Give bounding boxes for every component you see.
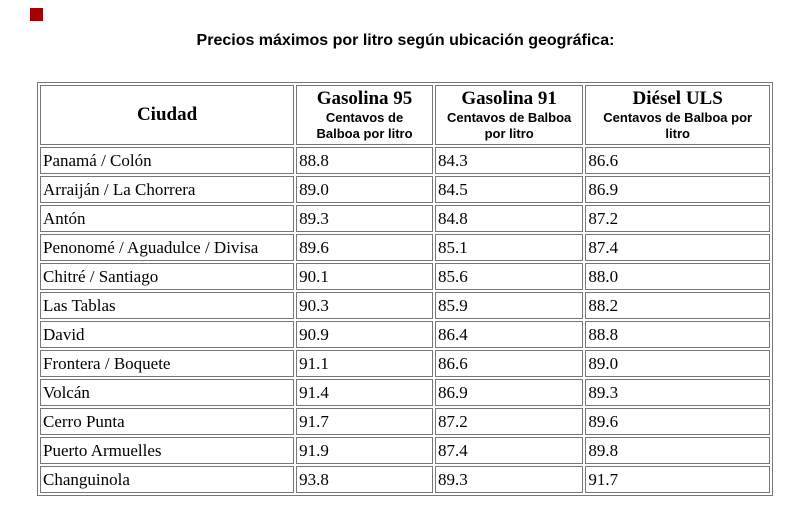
cell-gasolina-95: 91.4 <box>296 379 433 406</box>
cell-gasolina-91: 85.1 <box>434 234 584 261</box>
cell-gasolina-95: 89.3 <box>296 205 433 232</box>
column-header-gasolina-95: Gasolina 95 Centavos de Balboa por litro <box>296 85 433 145</box>
cell-gasolina-91: 86.6 <box>434 350 584 377</box>
column-header-subtitle: Centavos de Balboa por litro <box>316 110 413 141</box>
cell-gasolina-95: 91.1 <box>296 350 433 377</box>
cell-gasolina-91: 87.2 <box>434 408 584 435</box>
column-header-label: Gasolina 95 <box>316 88 413 109</box>
cell-gasolina-95: 88.8 <box>296 147 433 174</box>
table-row: Las Tablas 90.3 85.9 88.2 <box>40 292 770 319</box>
cell-ciudad: Arraiján / La Chorrera <box>40 176 295 203</box>
table-row: David 90.9 86.4 88.8 <box>40 321 770 348</box>
cell-gasolina-91: 84.5 <box>434 176 584 203</box>
cell-gasolina-91: 87.4 <box>434 437 584 464</box>
column-header-label: Gasolina 91 <box>461 88 557 109</box>
table-row: Penonomé / Aguadulce / Divisa 89.6 85.1 … <box>40 234 770 261</box>
cell-ciudad: Changuinola <box>40 466 295 493</box>
cell-diesel-uls: 86.9 <box>585 176 770 203</box>
cell-diesel-uls: 89.0 <box>585 350 770 377</box>
red-square-icon <box>30 8 43 21</box>
cell-ciudad: Penonomé / Aguadulce / Divisa <box>40 234 295 261</box>
cell-diesel-uls: 87.2 <box>585 205 770 232</box>
table-row: Volcán 91.4 86.9 89.3 <box>40 379 770 406</box>
page-title: Precios máximos por litro según ubicació… <box>196 32 615 49</box>
cell-diesel-uls: 88.2 <box>585 292 770 319</box>
column-header-diesel-uls: Diésel ULS Centavos de Balboa por litro <box>585 85 770 145</box>
cell-gasolina-95: 91.7 <box>296 408 433 435</box>
cell-gasolina-95: 90.9 <box>296 321 433 348</box>
cell-ciudad: Frontera / Boquete <box>40 350 295 377</box>
cell-gasolina-95: 89.6 <box>296 234 433 261</box>
cell-gasolina-95: 90.1 <box>296 263 433 290</box>
table-row: Chitré / Santiago 90.1 85.6 88.0 <box>40 263 770 290</box>
table-row: Arraiján / La Chorrera 89.0 84.5 86.9 <box>40 176 770 203</box>
cell-gasolina-91: 84.8 <box>434 205 584 232</box>
table-row: Frontera / Boquete 91.1 86.6 89.0 <box>40 350 770 377</box>
cell-gasolina-91: 86.4 <box>434 321 584 348</box>
table-row: Puerto Armuelles 91.9 87.4 89.8 <box>40 437 770 464</box>
cell-gasolina-95: 90.3 <box>296 292 433 319</box>
cell-gasolina-95: 91.9 <box>296 437 433 464</box>
cell-diesel-uls: 89.3 <box>585 379 770 406</box>
table-row: Antón 89.3 84.8 87.2 <box>40 205 770 232</box>
column-header-gasolina-91: Gasolina 91 Centavos de Balboa por litro <box>434 85 584 145</box>
column-header-subtitle: Centavos de Balboa por litro <box>603 110 753 141</box>
cell-ciudad: Chitré / Santiago <box>40 263 295 290</box>
table-header-row: Ciudad Gasolina 95 Centavos de Balboa po… <box>40 85 770 145</box>
table-row: Changuinola 93.8 89.3 91.7 <box>40 466 770 493</box>
column-header-label: Diésel ULS <box>632 88 723 109</box>
cell-gasolina-91: 89.3 <box>434 466 584 493</box>
table-row: Panamá / Colón 88.8 84.3 86.6 <box>40 147 770 174</box>
cell-gasolina-91: 85.9 <box>434 292 584 319</box>
cell-ciudad: Volcán <box>40 379 295 406</box>
cell-diesel-uls: 86.6 <box>585 147 770 174</box>
column-header-label: Ciudad <box>136 104 198 125</box>
cell-ciudad: Puerto Armuelles <box>40 437 295 464</box>
cell-diesel-uls: 89.6 <box>585 408 770 435</box>
cell-ciudad: Cerro Punta <box>40 408 295 435</box>
column-header-subtitle: Centavos de Balboa por litro <box>447 110 572 141</box>
cell-ciudad: Panamá / Colón <box>40 147 295 174</box>
cell-diesel-uls: 91.7 <box>585 466 770 493</box>
fuel-prices-table: Ciudad Gasolina 95 Centavos de Balboa po… <box>37 82 773 496</box>
cell-diesel-uls: 89.8 <box>585 437 770 464</box>
cell-ciudad: Antón <box>40 205 295 232</box>
cell-diesel-uls: 87.4 <box>585 234 770 261</box>
cell-diesel-uls: 88.0 <box>585 263 770 290</box>
cell-gasolina-91: 84.3 <box>434 147 584 174</box>
cell-gasolina-95: 93.8 <box>296 466 433 493</box>
cell-ciudad: Las Tablas <box>40 292 295 319</box>
cell-ciudad: David <box>40 321 295 348</box>
cell-gasolina-91: 85.6 <box>434 263 584 290</box>
cell-diesel-uls: 88.8 <box>585 321 770 348</box>
table-row: Cerro Punta 91.7 87.2 89.6 <box>40 408 770 435</box>
cell-gasolina-91: 86.9 <box>434 379 584 406</box>
column-header-ciudad: Ciudad <box>40 85 295 145</box>
cell-gasolina-95: 89.0 <box>296 176 433 203</box>
